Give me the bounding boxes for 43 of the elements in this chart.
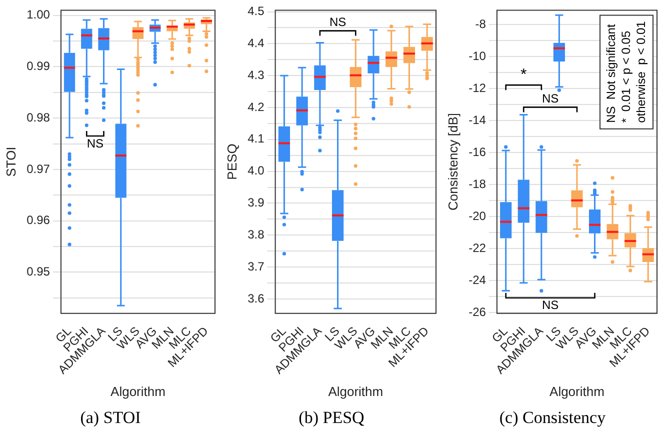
y-tick-label: 3.9	[248, 196, 265, 210]
y-tick-label: 4.4	[248, 36, 265, 50]
x-axis-title: Algorithm	[110, 384, 166, 399]
x-axis-title: Algorithm	[328, 384, 384, 399]
y-tick-label: -24	[468, 272, 486, 287]
y-axis-title: Consistency [dB]	[445, 112, 460, 211]
y-tick-label: 0.95	[26, 264, 50, 279]
y-tick-label: 0.99	[26, 59, 50, 74]
y-tick-label: 1.00	[26, 8, 50, 22]
annotation: NS	[329, 15, 346, 30]
annotation: NS Not significant	[604, 24, 618, 123]
x-axis-title: Algorithm	[550, 384, 604, 399]
annotation: NS	[542, 92, 559, 106]
y-tick-label: -18	[468, 176, 486, 191]
y-tick-label: -14	[468, 112, 486, 127]
y-tick-label: -12	[468, 80, 486, 95]
y-tick-label: 0.97	[26, 162, 50, 176]
y-axis-title: PESQ	[224, 144, 240, 180]
y-tick-label: 4.1	[248, 132, 265, 146]
annotation: *	[520, 66, 527, 84]
text: (c) Consistency	[499, 408, 606, 428]
y-axis-title: STOI	[3, 146, 18, 177]
annotation: otherwise p < 0.01	[634, 20, 648, 123]
y-tick-label: -22	[468, 240, 486, 255]
y-tick-label: -16	[468, 144, 486, 159]
y-tick-label: 3.7	[248, 259, 265, 274]
y-tick-label: 4.0	[248, 164, 265, 178]
y-tick-label: -20	[468, 208, 486, 223]
annotation: NS	[542, 298, 559, 312]
text: (b) PESQ	[298, 408, 364, 428]
y-tick-label: 4.5	[248, 4, 265, 18]
y-tick-label: 0.96	[26, 213, 50, 228]
y-tick-label: 4.2	[248, 100, 265, 114]
text: (a) STOI	[80, 408, 141, 428]
y-tick-label: 0.98	[26, 110, 50, 124]
y-tick-label: 3.6	[248, 291, 265, 306]
y-tick-label: -8	[475, 16, 486, 31]
y-tick-label: -10	[468, 48, 486, 63]
annotation: * 0.01 < p < 0.05	[618, 30, 633, 123]
y-tick-label: -26	[468, 304, 486, 319]
annotation: NS	[86, 136, 104, 150]
y-tick-label: 3.8	[248, 227, 265, 242]
y-tick-label: 4.3	[248, 68, 265, 82]
